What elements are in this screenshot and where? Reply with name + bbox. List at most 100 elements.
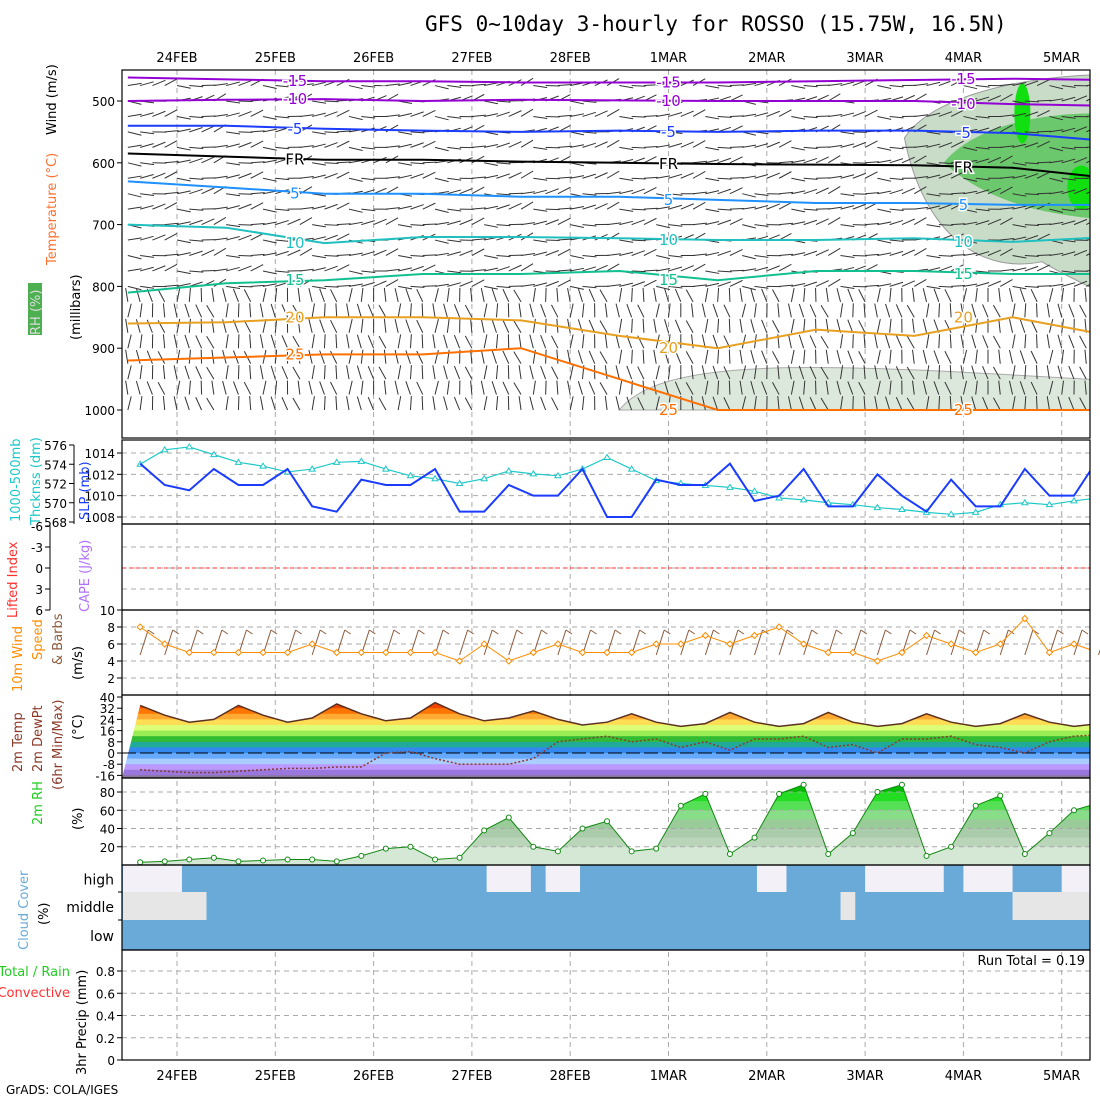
rh-marker	[481, 827, 488, 834]
wind-barb	[484, 267, 498, 272]
wind-barb	[668, 224, 683, 227]
wind-barb	[723, 366, 731, 380]
wind-barb	[926, 303, 930, 318]
wind-barb	[691, 303, 694, 318]
wind-barb	[385, 217, 399, 226]
wind-barb	[704, 318, 709, 333]
thickness-marker	[1096, 495, 1100, 500]
wind-barb	[863, 365, 866, 380]
wind-barb	[668, 204, 683, 210]
wind-barb	[348, 288, 353, 302]
wind-speed-marker	[505, 657, 513, 665]
rh-marker	[309, 856, 316, 863]
wind-barb	[443, 334, 448, 349]
wind-barb	[557, 83, 572, 87]
wind-barb	[225, 303, 229, 318]
wind-barb	[987, 156, 1002, 164]
wind-barb	[491, 381, 497, 395]
wind-barb	[152, 172, 166, 179]
wind-barb	[1037, 161, 1052, 164]
wind-barb	[520, 139, 534, 148]
rh-marker	[1096, 800, 1100, 805]
wind-barb	[189, 270, 204, 273]
wind-barb-flag	[835, 629, 843, 635]
wind-barb	[398, 205, 412, 210]
wind-barb	[729, 279, 743, 287]
wind-barb	[470, 287, 473, 302]
wind-barb	[729, 208, 744, 210]
wind-speed-marker	[652, 640, 660, 648]
wind-barb	[926, 81, 941, 87]
wind-barb	[791, 208, 806, 213]
wind-barb	[643, 187, 657, 195]
wind-barb	[385, 207, 400, 210]
wind-barb	[1037, 254, 1052, 256]
wind-barb	[434, 252, 449, 256]
wind-barb	[790, 380, 795, 395]
wind-barb	[1049, 85, 1064, 90]
wind-barb	[152, 203, 166, 210]
wind-barb	[409, 365, 412, 380]
wind-barb	[164, 171, 178, 179]
wind-barb	[599, 351, 608, 364]
wind-barb	[319, 288, 325, 303]
wind-barb	[889, 189, 904, 195]
thickness-marker	[1070, 496, 1078, 504]
wind-tick-label: 6	[107, 638, 115, 652]
wind-barb	[323, 395, 326, 411]
wind-barb	[840, 334, 844, 349]
temp-tick-label: 40	[100, 691, 115, 705]
wind-barb	[1037, 285, 1052, 287]
wind-barb	[889, 85, 904, 88]
wind-barb	[152, 265, 166, 272]
ylabel-min-max: (6hr Min/Max)	[51, 700, 66, 790]
isotherm-label: -5	[956, 124, 971, 142]
wind-barb	[712, 334, 719, 349]
temp-band	[122, 764, 1090, 771]
wind-barb	[459, 280, 473, 287]
wind-barb-flag	[811, 629, 818, 635]
wind-barb	[275, 85, 290, 88]
wind-barb	[1019, 319, 1026, 333]
temp-tick-label: 24	[100, 713, 115, 727]
wind-barb	[750, 380, 755, 395]
wind-barb	[680, 141, 694, 148]
wind-barb	[447, 251, 461, 256]
wind-barb	[262, 270, 277, 275]
wind-barb	[1035, 395, 1038, 411]
wind-barb	[1079, 397, 1087, 411]
wind-barb	[471, 114, 486, 117]
wind-barb	[567, 318, 571, 333]
wind-barb	[213, 175, 228, 179]
wind-barb	[750, 288, 755, 302]
wind-barb-flag	[147, 629, 155, 635]
wind-barb	[211, 380, 215, 395]
wind-barb	[668, 266, 683, 272]
wind-barb	[729, 94, 743, 102]
wind-barb	[422, 109, 436, 117]
legend-total-rain: Total / Rain	[0, 965, 70, 980]
temp-line	[139, 701, 1090, 728]
isotherm-label: -10	[656, 92, 681, 110]
wind-barb	[631, 177, 646, 180]
wind-barb	[152, 234, 166, 241]
wind-barb	[840, 224, 855, 228]
wind-barb	[323, 303, 326, 318]
ylabel-2m-dewpt: 2m DewPt	[31, 705, 46, 772]
wind-barb	[557, 279, 571, 287]
wind-barb	[779, 284, 794, 287]
wind-barb	[189, 146, 204, 150]
wind-barb	[772, 381, 780, 395]
wind-barb	[323, 334, 326, 349]
wind-barb	[324, 131, 339, 134]
wind-barb	[1000, 186, 1013, 195]
wind-barb	[588, 319, 596, 333]
wind-barb	[213, 144, 228, 148]
wind-barb	[877, 190, 892, 195]
wind-barb	[963, 98, 978, 102]
wind-barb	[1061, 127, 1076, 133]
wind-barb	[926, 255, 941, 259]
wind-barb	[825, 287, 829, 302]
wind-barb	[1057, 303, 1063, 318]
wind-barb	[791, 85, 806, 89]
